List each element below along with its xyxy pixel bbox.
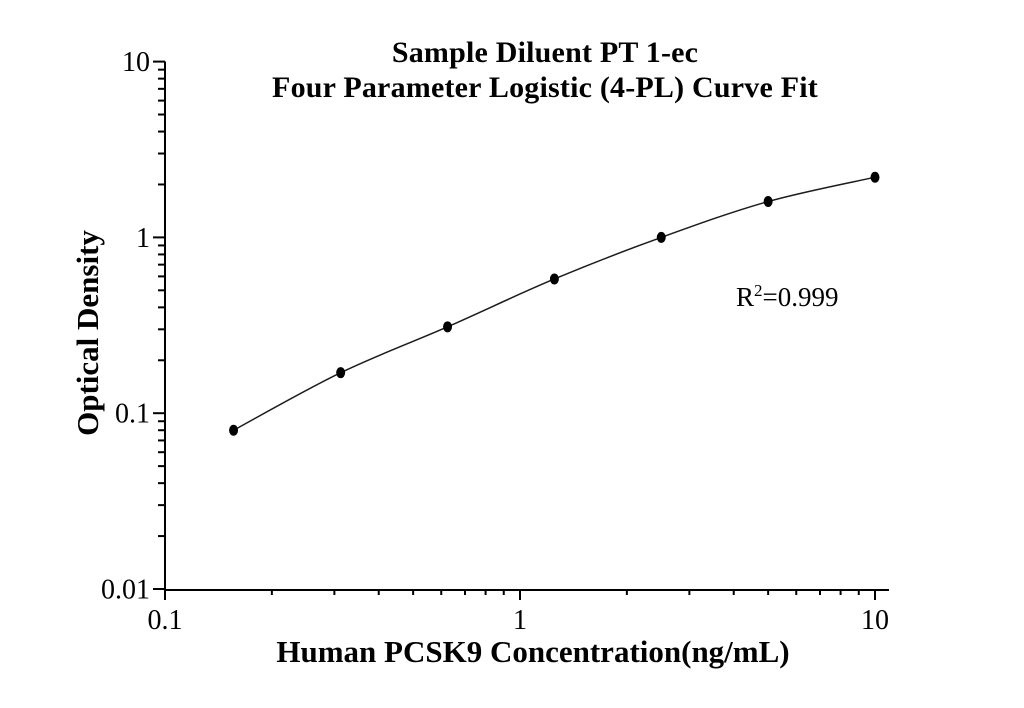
r-squared-value: =0.999 [762, 282, 839, 312]
chart-title-line1: Sample Diluent PT 1-ec [391, 36, 699, 69]
y-tick-label: 1 [136, 223, 150, 254]
data-point-marker [229, 424, 239, 436]
y-axis-label: Optical Density [70, 230, 105, 436]
data-point-marker [443, 321, 453, 333]
chart-title: Sample Diluent PT 1-ec Four Parameter Lo… [165, 35, 925, 105]
data-point-marker [549, 273, 559, 285]
r-squared-annotation: R2=0.999 [736, 281, 839, 313]
chart-title-line2: Four Parameter Logistic (4-PL) Curve Fit [272, 71, 818, 104]
data-point-marker [763, 196, 773, 208]
x-axis-label: Human PCSK9 Concentration(ng/mL) [276, 634, 790, 669]
y-tick-label: 0.01 [101, 575, 150, 606]
y-tick-label: 10 [122, 47, 150, 78]
data-point-marker [656, 231, 666, 243]
r-squared-base: R [736, 282, 755, 312]
data-point-marker [870, 171, 880, 183]
data-point-marker [336, 367, 346, 379]
r-squared-sup: 2 [754, 281, 763, 300]
axis-lines [164, 61, 889, 591]
x-tick-label: 0.1 [148, 605, 183, 636]
y-tick-label: 0.1 [115, 399, 150, 430]
x-tick-label: 1 [513, 605, 527, 636]
x-tick-label: 10 [861, 605, 889, 636]
